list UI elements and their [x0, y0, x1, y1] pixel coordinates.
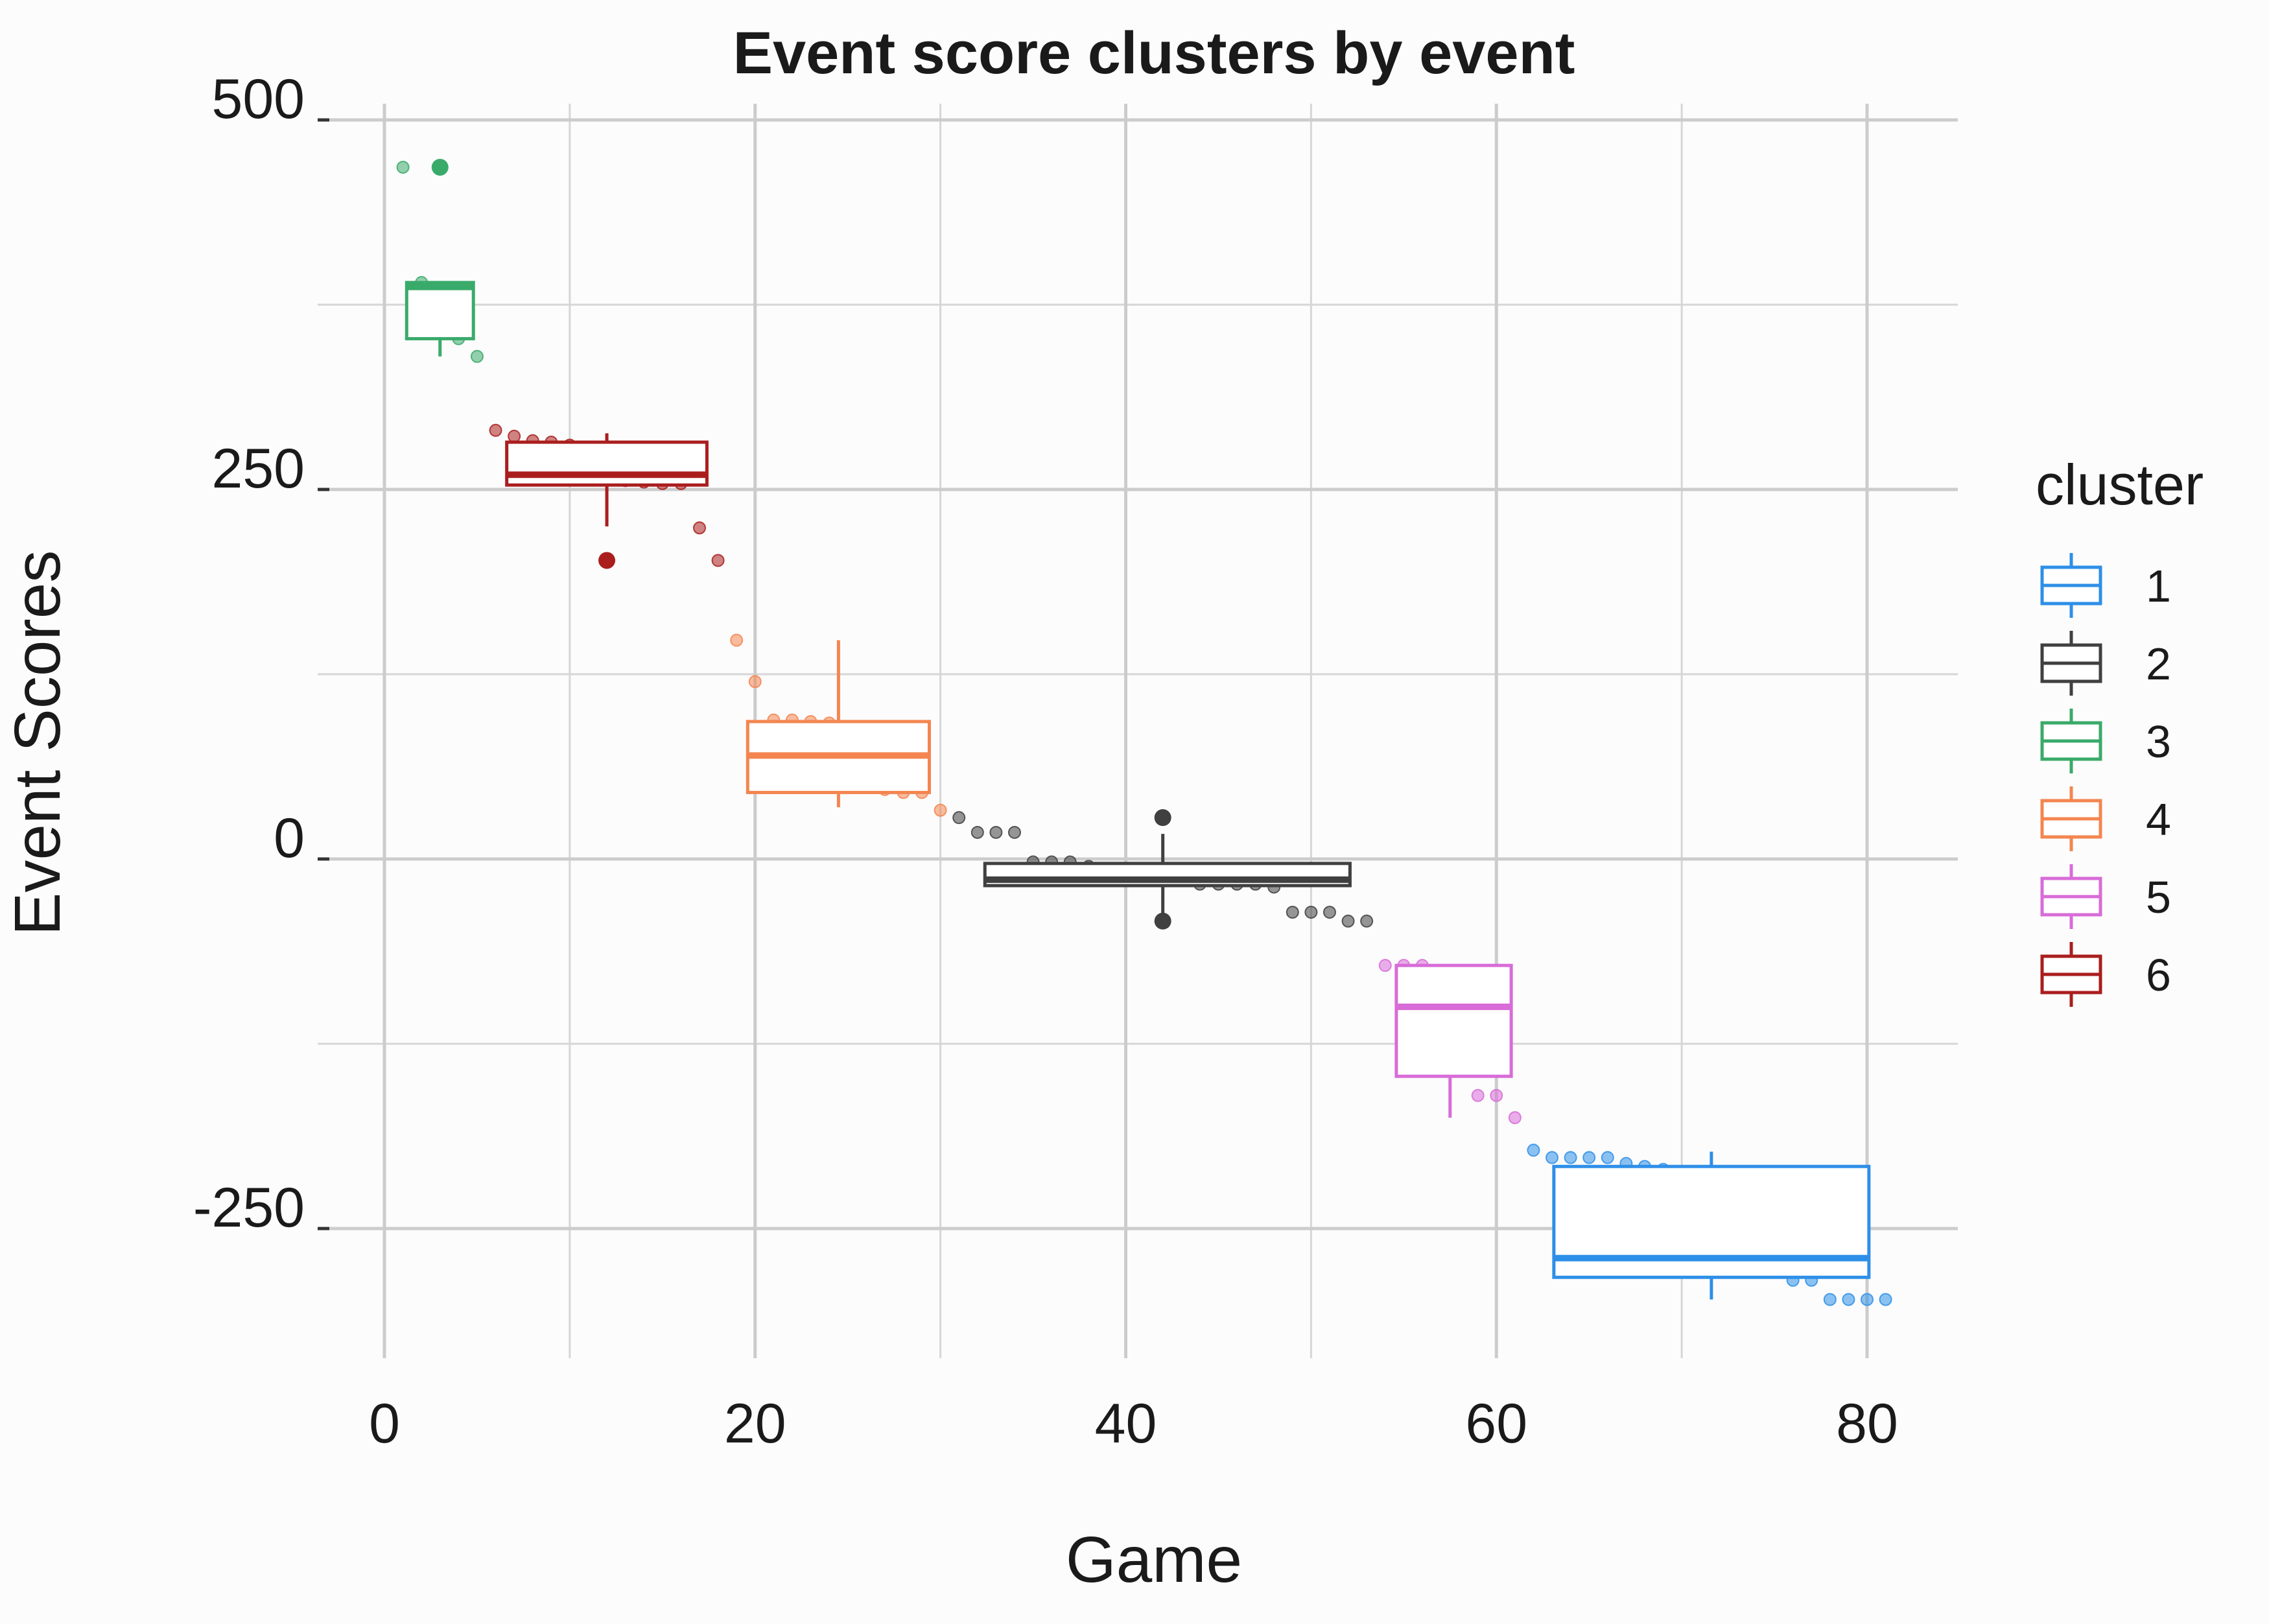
data-point: [470, 349, 484, 363]
outlier-point: [431, 158, 449, 176]
legend-item-4: 4: [2040, 786, 2171, 851]
boxes: [405, 281, 1871, 1300]
data-point: [1360, 914, 1374, 928]
box-cluster-5: [1394, 963, 1513, 1118]
data-point: [1490, 1089, 1503, 1102]
box-iqr: [405, 281, 475, 340]
data-point: [748, 675, 762, 688]
y-tick-label: 500: [212, 68, 305, 130]
data-point: [1564, 1151, 1577, 1164]
legend-label: 2: [2146, 639, 2171, 689]
data-point: [1861, 1293, 1874, 1306]
data-point: [1823, 1293, 1837, 1306]
data-point: [1304, 906, 1318, 919]
data-point: [730, 633, 744, 647]
data-point: [1527, 1144, 1540, 1157]
outlier-point: [598, 552, 616, 569]
data-point: [508, 429, 521, 443]
legend: cluster 1 2 3 4 5 6: [2036, 453, 2204, 1007]
x-tick-label: 20: [724, 1393, 786, 1455]
legend-item-5: 5: [2040, 864, 2171, 929]
legend-title: cluster: [2036, 453, 2204, 517]
data-point: [934, 803, 947, 817]
data-point: [489, 423, 502, 437]
data-point: [1842, 1293, 1855, 1306]
y-tick-label: -250: [193, 1177, 305, 1239]
y-tick-label: 250: [212, 438, 305, 500]
x-tick-label: 80: [1836, 1393, 1898, 1455]
data-point: [1879, 1293, 1892, 1306]
y-tick-label: 0: [274, 807, 305, 869]
x-axis-title: Game: [1066, 1524, 1242, 1596]
data-point: [970, 825, 984, 839]
data-point: [952, 811, 966, 825]
data-point: [1378, 959, 1392, 972]
y-axis-title: Event Scores: [1, 550, 74, 936]
legend-item-2: 2: [2040, 631, 2171, 696]
legend-label: 4: [2146, 794, 2171, 845]
data-point: [1341, 914, 1355, 928]
data-point: [396, 160, 410, 174]
data-point: [1546, 1151, 1559, 1164]
legend-label: 3: [2146, 716, 2171, 767]
x-tick-label: 60: [1465, 1393, 1527, 1455]
legend-label: 6: [2146, 950, 2171, 1000]
legend-item-1: 1: [2040, 553, 2171, 618]
legend-item-6: 6: [2040, 942, 2171, 1007]
box-cluster-1: [1552, 1151, 1871, 1300]
box-cluster-3: [405, 281, 475, 357]
legend-item-3: 3: [2040, 709, 2171, 773]
box-cluster-4: [746, 640, 931, 808]
data-point: [1007, 825, 1021, 839]
box-cluster-6: [505, 433, 709, 526]
x-tick-label: 40: [1095, 1393, 1157, 1455]
legend-label: 1: [2146, 561, 2171, 611]
box-iqr: [1394, 963, 1513, 1078]
data-point: [711, 554, 725, 567]
outlier-point: [1154, 809, 1171, 827]
chart-title: Event score clusters by event: [733, 20, 1575, 86]
data-point: [1508, 1111, 1522, 1124]
outlier-point: [1154, 912, 1171, 930]
box-cluster-2: [983, 834, 1352, 921]
data-point: [1601, 1151, 1614, 1164]
data-point: [989, 825, 1003, 839]
legend-label: 5: [2146, 872, 2171, 923]
data-point: [1286, 906, 1299, 919]
data-point: [1323, 906, 1336, 919]
data-point: [1471, 1089, 1485, 1102]
outlier-points: [431, 158, 1171, 930]
data-point: [692, 521, 706, 535]
data-point: [1582, 1151, 1596, 1164]
axis-ticks: -250 0 250 500 0 20 40 60 80: [193, 68, 1898, 1455]
x-tick-label: 0: [369, 1393, 400, 1455]
box-iqr: [505, 440, 709, 487]
